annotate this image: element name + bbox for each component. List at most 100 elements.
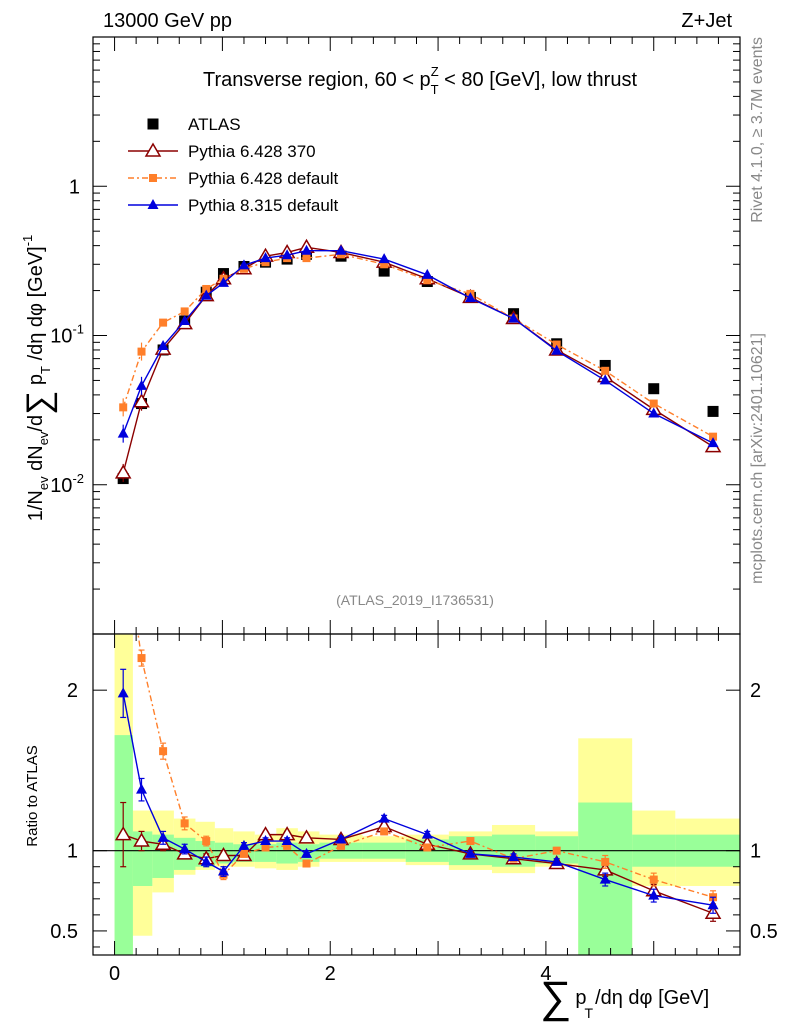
ratio-point-pythia-6-428-default [283, 841, 292, 850]
data-point-pythia-6-428-default [709, 432, 718, 441]
ratio-point-pythia-8-315-default [508, 851, 520, 862]
data-point-atlas [599, 359, 611, 371]
x-tick-label: 2 [325, 963, 336, 985]
ratio-point-pythia-6-428-default [423, 843, 432, 852]
band-inner [276, 842, 298, 864]
ratio-point-pythia-8-315-default [117, 687, 129, 698]
main-plot-title: Transverse region, 60 < pZ T < 80 [GeV], … [203, 64, 637, 97]
legend-marker-pythia-6-428-370 [144, 142, 162, 157]
data-point-pythia-8-315-default [378, 253, 390, 264]
ratio-point-pythia-6-428-default [239, 849, 248, 858]
y-tick-label: 1 [69, 176, 80, 198]
ratio-point-pythia-8-315-default [421, 828, 433, 839]
header-left: 13000 GeV pp [103, 10, 232, 32]
ratio-point-pythia-8-315-default [378, 812, 390, 823]
main-panel-axes: 10-2 10-1 1 [50, 36, 741, 635]
main-panel: 10-2 10-1 1 Transverse region, 60 < pZ T < … [20, 36, 741, 635]
y-tick-label: 10-1 [50, 322, 84, 348]
ratio-y-tick-label-right: 1 [750, 841, 761, 863]
data-point-pythia-8-315-default [421, 268, 433, 279]
ratio-point-pythia-8-315-default [599, 873, 611, 884]
ratio-point-pythia-8-315-default [238, 839, 250, 850]
ratio-point-pythia-8-315-default [648, 889, 660, 900]
ratio-point-pythia-6-428-370 [215, 847, 232, 862]
band-inner [254, 844, 277, 862]
data-point-atlas [378, 265, 390, 277]
ratio-point-pythia-6-428-default [202, 837, 211, 846]
x-axis-label: ∑ p T/dη dφ [GeV] [540, 973, 709, 1022]
analysis-watermark: (ATLAS_2019_I1736531) [336, 592, 494, 608]
series-line-pythia-6-428-370 [122, 246, 714, 474]
ratio-point-pythia-6-428-default [601, 857, 610, 866]
ratio-point-pythia-6-428-default [466, 837, 475, 846]
legend-label-pythia-8-315-default: Pythia 8.315 default [188, 196, 339, 215]
legend-label-atlas: ATLAS [188, 115, 241, 134]
x-tick-label: 0 [109, 963, 120, 985]
ratio-point-pythia-6-428-default [649, 875, 658, 884]
data-point-pythia-6-428-default [119, 403, 128, 412]
data-point-pythia-8-315-default [301, 244, 313, 255]
ratio-y-axis-label: Ratio to ATLAS [24, 745, 41, 846]
legend-marker-pythia-6-428-default [149, 174, 157, 182]
series-line-pythia-8-315-default [122, 249, 714, 444]
ratio-point-pythia-8-315-default [157, 831, 169, 842]
data-point-pythia-6-428-default [302, 254, 311, 263]
data-point-pythia-6-428-default [380, 260, 389, 269]
data-point-pythia-8-315-default [599, 374, 611, 385]
ratio-point-pythia-8-315-default [335, 833, 347, 844]
series-line-pythia-6-428-default [122, 253, 714, 438]
header-right: Z+Jet [681, 10, 732, 32]
ratio-point-pythia-6-428-default [337, 841, 346, 850]
data-point-pythia-8-315-default [238, 259, 250, 270]
ratio-point-pythia-6-428-default [302, 859, 311, 868]
ratio-panel-axes: 0.5 0.5 1 1 2 2 0 2 4 [50, 633, 778, 985]
data-point-pythia-8-315-default [281, 249, 293, 260]
data-point-pythia-6-428-default [601, 366, 610, 375]
ratio-point-pythia-8-315-default [551, 855, 563, 866]
legend: ATLAS Pythia 6.428 370 Pythia 6.428 defaul… [128, 115, 339, 215]
data-point-pythia-6-428-default [180, 307, 189, 316]
data-point-pythia-8-315-default [707, 437, 719, 448]
data-point-pythia-6-428-default [423, 276, 432, 285]
ratio-uncertainty-bands [114, 634, 740, 955]
ratio-point-pythia-8-315-default [179, 843, 191, 854]
data-point-pythia-6-428-default [552, 340, 561, 349]
data-point-pythia-8-315-default [260, 252, 272, 263]
data-point-pythia-8-315-default [551, 344, 563, 355]
ratio-point-pythia-8-315-default [217, 865, 229, 876]
legend-label-pythia-6-428-default: Pythia 6.428 default [188, 169, 339, 188]
main-panel-series [114, 238, 722, 485]
y-tick-label: 10-2 [50, 471, 84, 497]
ratio-point-pythia-6-428-default [380, 827, 389, 836]
ratio-y-tick-label: 2 [67, 680, 78, 702]
data-point-pythia-8-315-default [136, 379, 148, 390]
ratio-point-pythia-8-315-default [301, 847, 313, 858]
data-point-pythia-8-315-default [200, 289, 212, 300]
ratio-plot-frame [92, 633, 741, 956]
data-point-pythia-8-315-default [335, 244, 347, 255]
data-point-pythia-8-315-default [179, 315, 191, 326]
data-point-pythia-6-428-370 [114, 464, 132, 479]
ratio-point-pythia-6-428-default [137, 654, 146, 663]
ratio-y-tick-label-right: 2 [750, 680, 761, 702]
x-tick-label: 4 [540, 963, 551, 985]
data-point-pythia-6-428-default [261, 258, 270, 267]
ratio-y-tick-label-right: 0.5 [750, 921, 778, 943]
ratio-panel: 0.5 0.5 1 1 2 2 0 2 4 Ratio to ATLAS ∑ p T/dη dφ [… [24, 633, 778, 1022]
ratio-point-pythia-8-315-default [136, 783, 148, 794]
data-point-pythia-6-428-default [159, 318, 168, 327]
legend-label-pythia-6-428-370: Pythia 6.428 370 [188, 142, 316, 161]
ratio-point-pythia-6-428-default [159, 747, 168, 756]
ratio-panel-series [114, 634, 722, 922]
ratio-point-pythia-6-428-370 [114, 826, 132, 841]
data-point-pythia-8-315-default [217, 276, 229, 287]
ratio-point-pythia-6-428-370 [298, 829, 315, 844]
ratio-point-pythia-6-428-default [552, 846, 561, 855]
data-point-pythia-8-315-default [464, 292, 476, 303]
data-point-pythia-6-428-default [649, 399, 658, 408]
ratio-point-pythia-8-315-default [707, 899, 719, 910]
ratio-point-pythia-6-428-default [180, 819, 189, 828]
mcplots-label: mcplots.cern.ch [arXiv:2401.10621] [749, 333, 766, 584]
data-point-pythia-8-315-default [117, 427, 129, 438]
